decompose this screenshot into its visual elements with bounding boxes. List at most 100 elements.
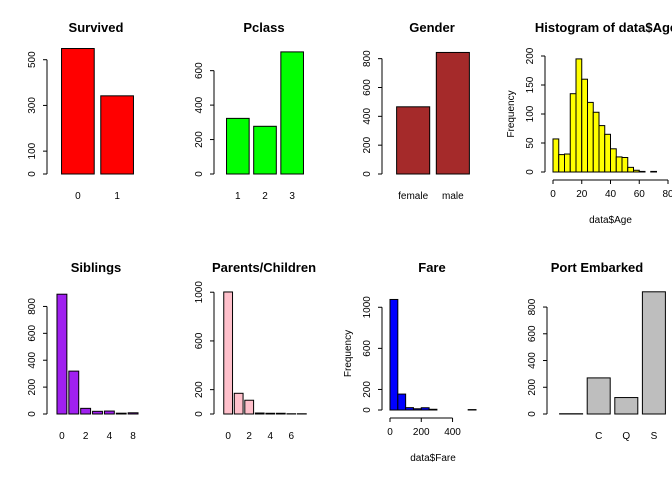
y-tick-label: 600	[194, 332, 205, 349]
bar-2	[253, 125, 277, 175]
y-tick-label: 200	[194, 131, 205, 148]
y-tick-label: 200	[527, 378, 538, 395]
hist-bin-12	[621, 157, 629, 173]
chart-title: Gender	[409, 20, 455, 35]
y-tick-label: 150	[525, 76, 536, 93]
x-tick-label: 0	[59, 431, 65, 442]
y-tick-label: 200	[525, 47, 536, 64]
hist-bin-17	[650, 170, 657, 173]
bar-2	[244, 399, 255, 415]
y-tick-label: 400	[362, 108, 373, 125]
x-tick-label: male	[442, 191, 464, 202]
bar-S	[641, 291, 666, 415]
x-tick-label: 3	[289, 191, 295, 202]
x-tick-label: 40	[605, 189, 617, 200]
hist-bin-4	[575, 58, 583, 173]
chart-title: Fare	[418, 260, 445, 275]
y-tick-label: 100	[27, 142, 38, 159]
bar-0	[223, 291, 234, 415]
x-tick-label: 200	[413, 427, 430, 438]
y-axis-label: Frequency	[343, 330, 354, 377]
hist-bin-11	[615, 156, 623, 173]
bar-1	[233, 392, 244, 415]
hist-bin-3	[569, 93, 577, 173]
y-tick-label: 600	[527, 325, 538, 342]
bar-3	[280, 51, 304, 175]
hist-bin-0	[552, 138, 560, 173]
y-tick-label: 0	[362, 407, 373, 413]
chart-panel-2: Gender 0 200 400 600 800 female male	[362, 20, 470, 202]
y-tick-label: 300	[27, 97, 38, 114]
chart-title: Survived	[69, 20, 124, 35]
y-tick-label: 800	[27, 298, 38, 315]
x-tick-label: 2	[83, 431, 89, 442]
y-tick-label: 50	[525, 137, 536, 149]
y-tick-label: 600	[194, 62, 205, 79]
bar-1	[226, 117, 250, 175]
y-tick-label: 600	[362, 79, 373, 96]
hist-bin-1	[397, 393, 407, 411]
x-tick-label: 1	[235, 191, 241, 202]
chart-panel-7: Port Embarked 0 200 400 600 800 C Q S	[527, 260, 666, 442]
bar-1	[100, 95, 134, 175]
y-tick-label: 600	[362, 340, 373, 357]
x-tick-label: 80	[662, 189, 672, 200]
bar-8	[127, 412, 139, 415]
y-tick-label: 1000	[194, 281, 205, 304]
chart-title: Parents/Children	[212, 260, 316, 275]
chart-panel-1: Pclass 0 200 400 600 1 2 3	[194, 20, 304, 202]
hist-bin-5	[428, 408, 438, 411]
chart-panel-5: Parents/Children 0 200 600 1000 0 2 4 6	[194, 260, 316, 442]
chart-title: Port Embarked	[551, 260, 644, 275]
bar-3	[92, 410, 103, 415]
x-axis-label: data$Age	[589, 215, 632, 226]
x-tick-label: Q	[622, 431, 630, 442]
bar-male	[435, 51, 470, 175]
bar-2	[80, 407, 92, 415]
hist-bin-5	[581, 78, 588, 173]
chart-title: Histogram of data$Age	[535, 20, 672, 35]
x-tick-label: 2	[262, 191, 268, 202]
y-tick-label: 1000	[362, 296, 373, 319]
hist-bin-10	[610, 148, 617, 173]
hist-bin-2	[564, 153, 571, 173]
y-tick-label: 800	[362, 50, 373, 67]
x-tick-label: 60	[634, 189, 646, 200]
chart-panel-3: Histogram of data$Age 0 20 40 60 80 0 50 100 150 2…	[506, 20, 672, 226]
bar-C	[586, 377, 611, 415]
bar-3	[254, 412, 265, 415]
hist-bin-13	[627, 166, 634, 173]
hist-bin-7	[592, 111, 600, 173]
bar-female	[396, 106, 431, 175]
hist-bin-8	[598, 125, 606, 173]
chart-panel-4: Siblings 0 200 400 600 800 0 2 4 8	[27, 260, 139, 442]
y-tick-label: 0	[27, 171, 38, 177]
y-tick-label: 400	[27, 351, 38, 368]
x-tick-label: 0	[75, 191, 81, 202]
x-tick-label: 400	[444, 427, 461, 438]
hist-bin-3	[412, 408, 422, 411]
y-axis-label: Frequency	[506, 90, 517, 137]
y-tick-label: 500	[27, 51, 38, 68]
y-tick-label: 0	[194, 171, 205, 177]
x-tick-label: 0	[225, 431, 231, 442]
chart-panel-0: Survived 0 100 300 500 0 1	[27, 20, 134, 202]
hist-bin-0	[389, 298, 399, 411]
x-tick-label: 4	[267, 431, 273, 442]
y-tick-label: 800	[527, 298, 538, 315]
y-tick-label: 0	[362, 171, 373, 177]
bar-Q	[614, 397, 639, 415]
hist-bin-15	[638, 170, 646, 173]
x-tick-label: C	[595, 431, 602, 442]
x-tick-label: 6	[289, 431, 295, 442]
chart-panel-6: Fare 0 200 400 0 200 600 1000 data$Fare Frequency	[343, 260, 477, 464]
y-tick-label: 200	[27, 378, 38, 395]
x-tick-label: 4	[107, 431, 113, 442]
y-tick-label: 0	[525, 169, 536, 175]
y-tick-label: 200	[194, 381, 205, 398]
y-tick-label: 400	[194, 96, 205, 113]
chart-title: Siblings	[71, 260, 122, 275]
hist-bin-6	[587, 101, 594, 173]
hist-bin-1	[558, 154, 565, 173]
